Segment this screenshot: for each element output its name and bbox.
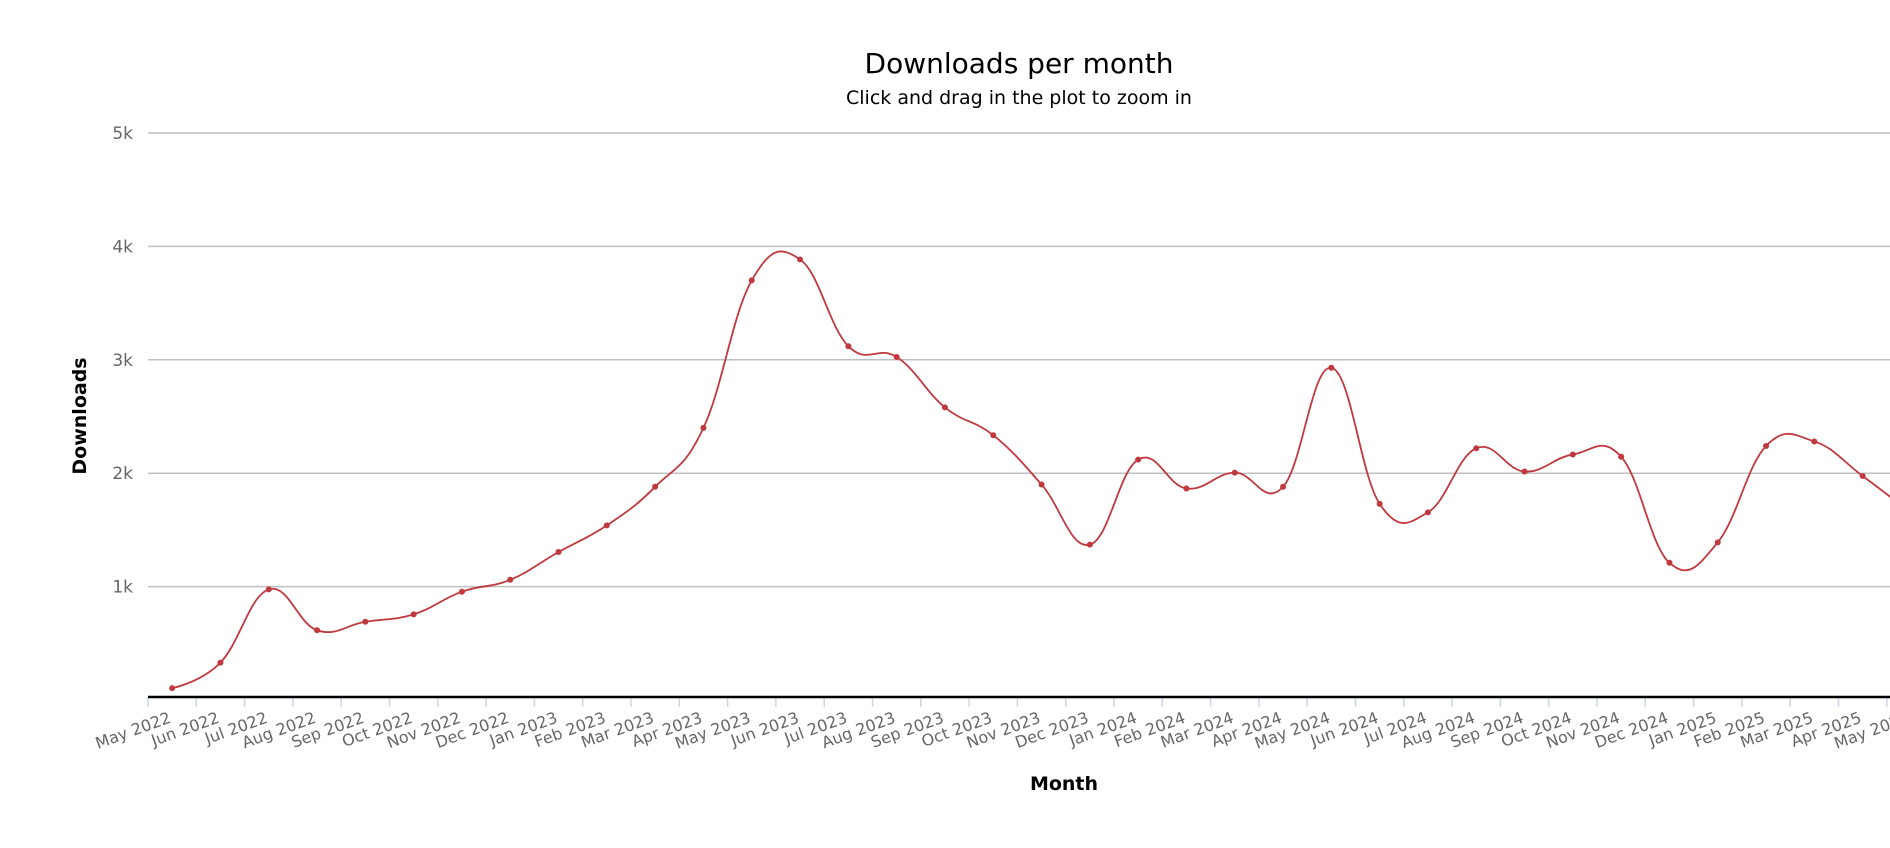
chart-title: Downloads per month: [865, 47, 1174, 80]
data-point[interactable]: [1424, 509, 1431, 516]
x-axis-title: Month: [1030, 773, 1098, 795]
data-point[interactable]: [797, 256, 804, 263]
data-point[interactable]: [410, 611, 417, 618]
data-point[interactable]: [169, 685, 176, 692]
data-point[interactable]: [1763, 442, 1770, 449]
data-point[interactable]: [941, 404, 948, 411]
y-tick-label: 5k: [112, 124, 133, 144]
data-point[interactable]: [893, 353, 900, 360]
data-point[interactable]: [1135, 456, 1142, 463]
data-point[interactable]: [555, 549, 562, 556]
data-point[interactable]: [603, 522, 610, 529]
data-point[interactable]: [700, 424, 707, 431]
data-point[interactable]: [990, 432, 997, 439]
data-point[interactable]: [1811, 438, 1818, 445]
data-point[interactable]: [217, 659, 224, 666]
data-point[interactable]: [1328, 364, 1335, 371]
y-axis-title: Downloads: [69, 357, 91, 474]
series-line-downloads: [171, 250, 1890, 689]
y-tick-label: 2k: [112, 464, 133, 484]
data-point[interactable]: [1618, 453, 1625, 460]
y-tick-label: 4k: [112, 237, 133, 257]
chart-subtitle: Click and drag in the plot to zoom in: [846, 87, 1192, 109]
data-point[interactable]: [1280, 483, 1287, 490]
data-point[interactable]: [652, 483, 659, 490]
data-point[interactable]: [1714, 539, 1721, 546]
data-point[interactable]: [1569, 451, 1576, 458]
y-tick-label: 1k: [112, 578, 133, 598]
data-point[interactable]: [748, 277, 755, 284]
data-point[interactable]: [1086, 541, 1093, 548]
data-point[interactable]: [362, 618, 369, 625]
data-point[interactable]: [1376, 500, 1383, 507]
data-point[interactable]: [507, 576, 514, 583]
data-point[interactable]: [1521, 468, 1528, 475]
data-point[interactable]: [265, 586, 272, 593]
data-point[interactable]: [1859, 473, 1866, 480]
data-point[interactable]: [458, 588, 465, 595]
data-point[interactable]: [1473, 445, 1480, 452]
data-point[interactable]: [1038, 481, 1045, 488]
data-point[interactable]: [1231, 469, 1238, 476]
y-tick-label: 3k: [112, 351, 133, 371]
data-point[interactable]: [1183, 485, 1190, 492]
data-point[interactable]: [314, 627, 321, 634]
data-point[interactable]: [1666, 559, 1673, 566]
data-point[interactable]: [845, 343, 852, 350]
